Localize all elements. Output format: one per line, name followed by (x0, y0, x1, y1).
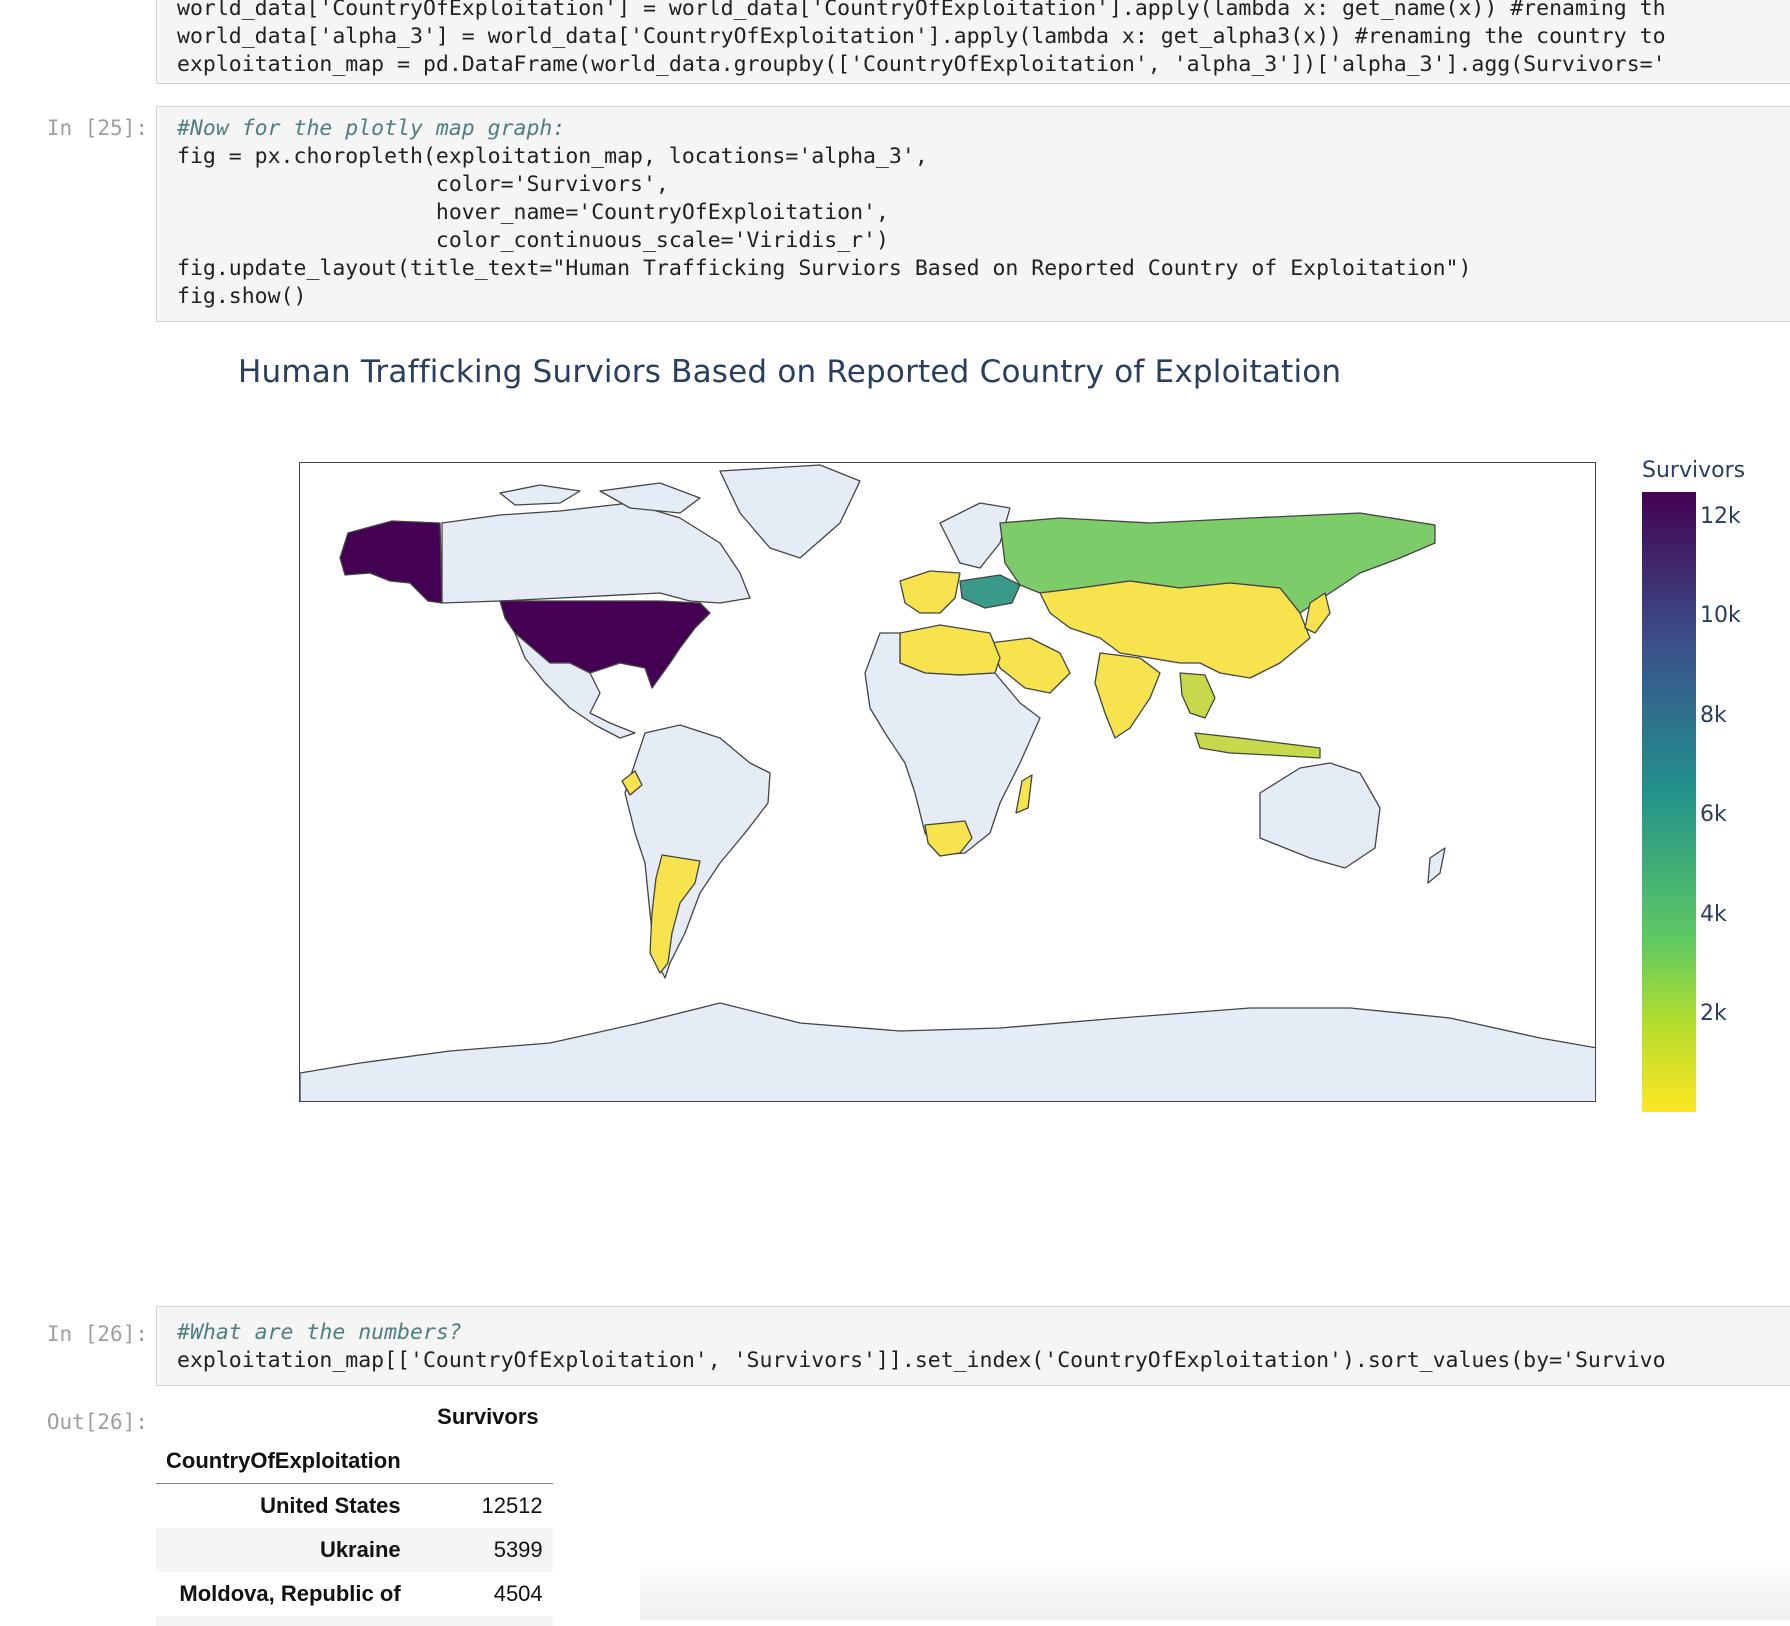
country-argentina[interactable] (649, 854, 701, 974)
index-name-row: CountryOfExploitation (156, 1439, 553, 1484)
country-australia[interactable] (1259, 762, 1381, 869)
country-greenland[interactable] (719, 464, 861, 559)
index-name-spacer (415, 1439, 553, 1484)
world-map-svg[interactable] (300, 463, 1596, 1102)
code-line: world_data['alpha_3'] = world_data['Coun… (177, 24, 1666, 49)
row-survivors: 4504 (493, 1581, 543, 1606)
colorbar-tick: 2k (1700, 1001, 1727, 1026)
code-line: #What are the numbers? (177, 1320, 462, 1345)
country-europe-west[interactable] (899, 570, 961, 614)
country-madagascar[interactable] (1015, 774, 1033, 814)
bottom-shadow (640, 1560, 1790, 1620)
cell-prompt-out-26: Out[26]: (46, 1410, 148, 1434)
row-survivors: 12512 (481, 1493, 543, 1518)
code-cell-25-source[interactable]: #Now for the plotly map graph: fig = px.… (157, 107, 1790, 311)
code-line: color_continuous_scale='Viridis_r') (177, 228, 889, 253)
country-arctic-islands[interactable] (499, 484, 581, 506)
code-line: color='Survivors', (177, 172, 669, 197)
colorbar (1642, 492, 1696, 1112)
code-line: fig.update_layout(title_text="Human Traf… (177, 256, 1472, 281)
country-south-africa[interactable] (924, 820, 973, 857)
country-north-africa[interactable] (899, 624, 1001, 676)
country-south-america[interactable] (624, 724, 771, 979)
map-title: Human Trafficking Surviors Based on Repo… (238, 354, 1342, 390)
country-canada[interactable] (441, 502, 751, 604)
country-india[interactable] (1094, 652, 1161, 739)
row-country: United States (260, 1493, 401, 1518)
code-cell-top-source[interactable]: world_data['CountryOfExploitation'] = wo… (157, 0, 1790, 79)
code-line: fig.show() (177, 284, 307, 309)
table-row: Ukraine 5399 (156, 1528, 553, 1572)
table-row: Moldova, Republic of 4504 (156, 1572, 553, 1616)
colorbar-tick: 4k (1700, 902, 1727, 927)
code-line: exploitation_map = pd.DataFrame(world_da… (177, 52, 1666, 77)
country-peru[interactable] (621, 770, 643, 796)
row-country: Moldova, Republic of (179, 1581, 401, 1606)
country-new-zealand[interactable] (1427, 847, 1446, 884)
country-usa[interactable] (499, 600, 711, 689)
code-line: hover_name='CountryOfExploitation', (177, 200, 889, 225)
row-country: Ukraine (319, 1537, 401, 1562)
dataframe-output: Survivors CountryOfExploitation United S… (156, 1395, 553, 1626)
table-row-partial (156, 1616, 553, 1626)
table-corner (156, 1395, 415, 1439)
column-header-survivors: Survivors (437, 1404, 539, 1429)
colorbar-tick: 12k (1700, 504, 1741, 529)
colorbar-title: Survivors (1642, 458, 1746, 483)
country-mexico[interactable] (514, 632, 636, 739)
country-africa[interactable] (864, 632, 1041, 856)
table-header-row: Survivors (156, 1395, 553, 1439)
country-central-asia-china[interactable] (1039, 580, 1311, 679)
country-japan[interactable] (1304, 592, 1331, 634)
country-middle-east[interactable] (989, 637, 1071, 694)
code-cell-26-source[interactable]: #What are the numbers? exploitation_map[… (157, 1307, 1790, 1375)
choropleth-map[interactable] (299, 462, 1596, 1102)
colorbar-tick: 10k (1700, 603, 1741, 628)
code-line: #Now for the plotly map graph: (177, 116, 566, 141)
country-alaska[interactable] (339, 520, 443, 604)
code-cell-26[interactable]: #What are the numbers? exploitation_map[… (156, 1306, 1790, 1386)
code-line: exploitation_map[['CountryOfExploitation… (177, 1348, 1666, 1373)
country-ukraine[interactable] (959, 574, 1021, 609)
country-antarctica[interactable] (300, 1002, 1596, 1102)
code-cell-25[interactable]: #Now for the plotly map graph: fig = px.… (156, 106, 1790, 322)
colorbar-tick: 6k (1700, 802, 1727, 827)
country-southeast-asia[interactable] (1179, 672, 1216, 719)
row-survivors: 5399 (493, 1537, 543, 1562)
table-row: United States 12512 (156, 1484, 553, 1529)
country-baffin[interactable] (599, 482, 701, 514)
cell-prompt-in-25: In [25]: (46, 116, 148, 140)
code-line: fig = px.choropleth(exploitation_map, lo… (177, 144, 928, 169)
index-name: CountryOfExploitation (166, 1448, 401, 1473)
country-scandinavia[interactable] (939, 502, 1011, 569)
cell-prompt-in-26: In [26]: (46, 1322, 148, 1346)
colorbar-tick: 8k (1700, 703, 1727, 728)
code-cell-top[interactable]: world_data['CountryOfExploitation'] = wo… (156, 0, 1790, 84)
country-indonesia[interactable] (1194, 732, 1321, 759)
code-line: world_data['CountryOfExploitation'] = wo… (177, 0, 1666, 21)
